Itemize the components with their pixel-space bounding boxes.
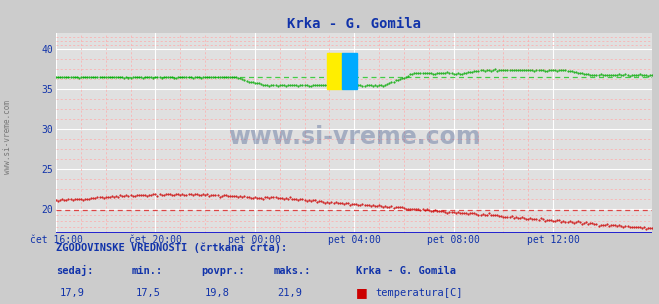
Text: min.:: min.: [132, 266, 163, 276]
Text: maks.:: maks.: [273, 266, 311, 276]
Text: Krka - G. Gomila: Krka - G. Gomila [356, 266, 456, 276]
Text: ■: ■ [356, 286, 368, 299]
Text: 17,9: 17,9 [60, 288, 85, 299]
Text: www.si-vreme.com: www.si-vreme.com [228, 125, 480, 149]
Text: 17,5: 17,5 [136, 288, 161, 299]
Text: temperatura[C]: temperatura[C] [376, 288, 463, 299]
Bar [328, 54, 342, 89]
Bar [342, 54, 357, 89]
Text: 19,8: 19,8 [205, 288, 230, 299]
Text: 21,9: 21,9 [277, 288, 302, 299]
Text: www.si-vreme.com: www.si-vreme.com [3, 100, 13, 174]
Text: povpr.:: povpr.: [201, 266, 244, 276]
Title: Krka - G. Gomila: Krka - G. Gomila [287, 17, 421, 31]
Text: ZGODOVINSKE VREDNOSTI (črtkana črta):: ZGODOVINSKE VREDNOSTI (črtkana črta): [56, 242, 287, 253]
Text: sedaj:: sedaj: [56, 264, 94, 276]
